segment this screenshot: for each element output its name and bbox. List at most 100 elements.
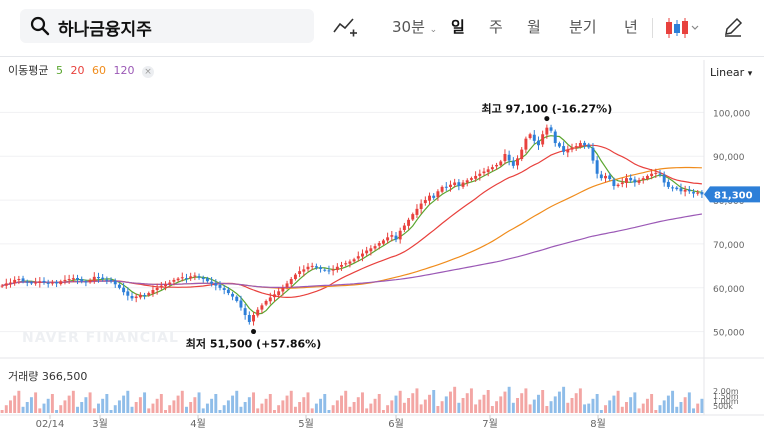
candle-body [407, 219, 411, 226]
volume-bar [25, 402, 29, 413]
volume-bar [285, 395, 289, 413]
volume-bar [340, 395, 343, 413]
candle-body [356, 256, 360, 259]
close-icon[interactable]: × [141, 66, 154, 78]
period-tab-quarter[interactable]: 분기 [569, 18, 597, 36]
stock-name: 하나금융지주 [58, 20, 152, 40]
volume-bars [0, 386, 704, 413]
candle-body [50, 282, 54, 284]
volume-bar [490, 406, 494, 413]
candle-body [319, 267, 323, 269]
candlestick-type-icon[interactable] [664, 16, 700, 40]
volume-bar [591, 398, 595, 413]
volume-bar [679, 402, 683, 413]
volume-bar [616, 390, 620, 413]
volume-bar [277, 405, 281, 413]
candle-body [59, 281, 63, 285]
candle-body [71, 278, 75, 280]
candle-body [662, 174, 666, 183]
volume-bar [105, 394, 109, 413]
volume-bar [516, 398, 519, 413]
volume-bar [239, 406, 243, 413]
volume-bar [323, 394, 327, 413]
volume-bar [306, 392, 310, 413]
candle-body [327, 270, 331, 272]
y-tick-label: 100,000 [713, 109, 750, 119]
candle-body [440, 186, 444, 192]
candle-body [197, 276, 201, 278]
volume-bar [180, 390, 184, 413]
volume-bar [419, 404, 423, 413]
candle-body [109, 279, 113, 282]
volume-bar [662, 400, 666, 413]
volume-bar [147, 408, 151, 413]
volume-bar [608, 400, 612, 413]
volume-bar [189, 402, 193, 413]
ma-120-line [1, 213, 702, 289]
volume-bar [38, 408, 42, 413]
toolbar-divider-line [0, 56, 764, 57]
volume-bar [461, 398, 465, 413]
candle-body [381, 240, 385, 244]
candle-body [155, 287, 159, 290]
volume-bar [335, 400, 339, 413]
candle-body [587, 144, 591, 148]
scale-mode-button[interactable]: Linear ▾ [710, 66, 752, 79]
candle-body [365, 250, 369, 254]
candle-body [189, 276, 193, 279]
candle-body [599, 174, 603, 179]
draw-tool-icon[interactable] [722, 16, 744, 38]
candle-body [486, 169, 490, 173]
candle-body [29, 282, 33, 284]
candle-body [591, 147, 595, 161]
volume-bar [553, 396, 557, 413]
volume-bar [666, 395, 670, 413]
volume-bar [55, 410, 59, 413]
volume-bar [696, 403, 700, 413]
ma-60-label: 60 [91, 64, 106, 77]
candle-body [214, 283, 218, 286]
low-annotation: 최저 51,500 (+57.86%) [186, 337, 321, 351]
candle-body [285, 283, 289, 288]
volume-bar [650, 394, 654, 413]
volume-bar [428, 394, 431, 413]
candle-body [641, 178, 645, 181]
candle-body [474, 175, 478, 179]
candle-body [138, 294, 142, 298]
volume-bar [604, 405, 607, 413]
period-tab-month[interactable]: 월 [527, 18, 541, 36]
compare-chart-icon[interactable] [332, 16, 358, 38]
candle-body [679, 188, 683, 192]
candle-body [566, 149, 570, 153]
candle-body [637, 180, 641, 183]
volume-bar [247, 397, 251, 413]
moving-average-lines [1, 135, 702, 315]
volume-bar [298, 402, 302, 413]
candle-body [88, 279, 92, 283]
volume-bar [557, 391, 561, 413]
candle-body [503, 154, 507, 162]
volume-tick-label: 2.00m [713, 387, 739, 396]
candle-body [67, 279, 71, 281]
volume-bar [13, 395, 17, 413]
volume-bar [486, 390, 490, 413]
volume-bar [42, 403, 46, 413]
volume-bar [457, 402, 461, 413]
period-tab-day[interactable]: 일 [451, 18, 465, 36]
candle-body [608, 175, 612, 180]
volume-bar [411, 393, 415, 413]
interval-select[interactable]: 30분 ⌄ [392, 16, 437, 37]
stock-search-box[interactable]: 하나금융지주 [20, 9, 314, 43]
candle-body [306, 266, 310, 270]
low-marker [251, 329, 257, 335]
period-tab-year[interactable]: 년 [624, 18, 638, 36]
volume-bar [71, 390, 75, 413]
candle-body [683, 189, 687, 192]
period-tab-week[interactable]: 주 [489, 18, 503, 36]
candle-body [557, 143, 561, 147]
volume-bar [50, 394, 54, 413]
volume-bar [503, 391, 507, 413]
naver-financial-watermark: NAVER FINANCIAL [22, 330, 179, 346]
volume-bar [537, 394, 540, 413]
y-tick-label: 60,000 [713, 285, 745, 295]
